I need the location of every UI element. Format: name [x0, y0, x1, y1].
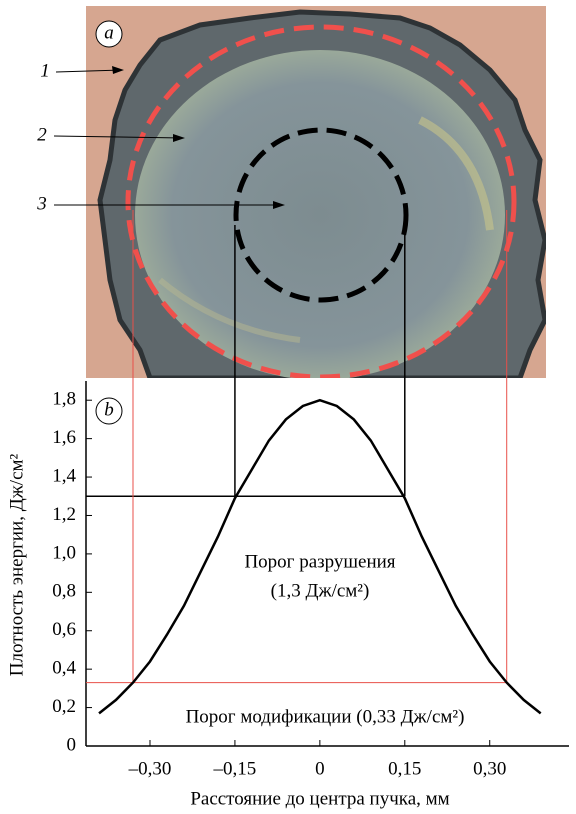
y-tick-label: 0,2	[52, 696, 76, 717]
arrow	[55, 69, 123, 73]
x-tick-label: 0	[315, 758, 325, 779]
y-tick-label: 0	[67, 734, 77, 755]
x-tick-label: –0,30	[128, 758, 172, 779]
streak	[418, 116, 494, 231]
region-label: 3	[36, 193, 47, 214]
panel-label: a	[104, 22, 114, 43]
y-axis-label: Плотность энергии, Дж/см²	[6, 453, 27, 676]
annotation: Порог разрушения	[244, 551, 395, 572]
x-tick-label: 0,30	[473, 758, 506, 779]
arrow-head	[112, 66, 124, 74]
annotation: (1,3 Дж/см²)	[271, 580, 370, 601]
arrow-head	[273, 201, 285, 209]
panel-badge	[95, 20, 123, 48]
y-tick-label: 1,8	[52, 389, 76, 410]
panel-badge	[95, 397, 123, 425]
arrow-head	[173, 134, 185, 142]
destruction-circle	[233, 127, 409, 303]
y-tick-label: 1,2	[52, 504, 76, 525]
x-tick-label: 0,15	[388, 758, 421, 779]
arrow	[53, 135, 184, 139]
modification-circle	[125, 24, 517, 378]
y-tick-label: 0,8	[52, 581, 76, 602]
x-tick-label: –0,15	[213, 758, 257, 779]
y-tick-label: 1,4	[52, 465, 76, 486]
modified-zone	[135, 50, 505, 378]
y-tick-label: 1,6	[52, 427, 76, 448]
y-tick-label: 1,0	[52, 542, 76, 563]
streak	[158, 277, 301, 343]
region-label: 2	[37, 124, 47, 145]
curve	[98, 398, 542, 715]
panel-label: b	[104, 399, 114, 420]
annotation: Порог модификации (0,33 Дж/см²)	[186, 706, 465, 727]
region-labels: 1 2 3	[36, 60, 285, 214]
x-axis-label: Расстояние до центра пучка, мм	[190, 788, 449, 809]
micrograph: a	[86, 6, 546, 378]
y-tick-label: 0,6	[52, 619, 76, 640]
region-label: 1	[40, 60, 50, 81]
y-tick-label: 0,4	[52, 658, 76, 679]
